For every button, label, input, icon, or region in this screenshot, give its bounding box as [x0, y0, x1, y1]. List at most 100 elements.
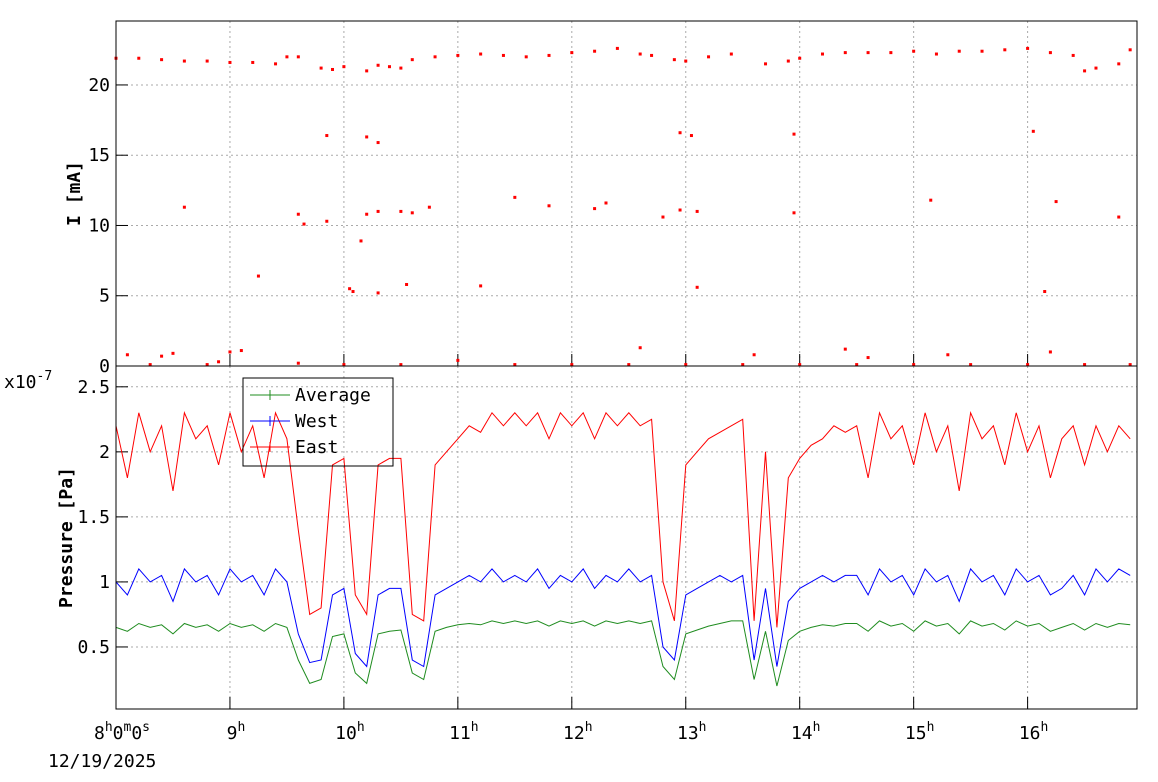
data-point	[889, 51, 893, 55]
legend-label: East	[295, 437, 338, 458]
data-point	[319, 66, 323, 70]
data-point	[1048, 350, 1052, 354]
data-point	[456, 358, 460, 362]
data-point	[405, 282, 409, 286]
data-point	[661, 215, 665, 219]
y-exponent-label: x10-7	[4, 369, 52, 393]
x-tick-label: 10h	[335, 720, 365, 744]
x-tick-label: 8h0m0s	[94, 720, 150, 744]
data-point	[513, 195, 517, 199]
data-point	[296, 212, 300, 216]
data-point	[672, 58, 676, 62]
data-point	[1054, 200, 1058, 204]
y-tick-label: 2.5	[77, 377, 110, 398]
data-point	[969, 363, 973, 367]
data-point	[820, 52, 824, 56]
data-point	[410, 211, 414, 215]
data-point	[399, 209, 403, 213]
data-point	[256, 274, 260, 278]
data-point	[217, 360, 221, 364]
x-tick-label: 11h	[449, 720, 479, 744]
data-point	[980, 49, 984, 53]
data-point	[399, 363, 403, 367]
data-point	[593, 207, 597, 211]
data-point	[1026, 363, 1030, 367]
x-tick-label: 13h	[677, 720, 707, 744]
data-point	[798, 56, 802, 60]
data-point	[866, 51, 870, 55]
data-point	[843, 51, 847, 55]
data-point	[547, 204, 551, 208]
data-point	[684, 59, 688, 63]
data-point	[1031, 129, 1035, 133]
data-point	[1117, 215, 1121, 219]
data-point	[376, 209, 380, 213]
data-point	[171, 351, 175, 355]
data-point	[1026, 46, 1030, 50]
data-point	[342, 363, 346, 367]
data-point	[695, 209, 699, 213]
data-point	[1117, 62, 1121, 66]
data-point	[1003, 48, 1007, 52]
y-tick-label: 10	[88, 215, 110, 236]
data-point	[1128, 363, 1132, 367]
data-point	[296, 361, 300, 365]
data-point	[296, 55, 300, 59]
data-point	[125, 353, 129, 357]
data-point	[1043, 290, 1047, 294]
data-point	[160, 58, 164, 62]
data-point	[205, 59, 209, 63]
data-point	[855, 363, 859, 367]
data-point	[1071, 53, 1075, 57]
data-point	[513, 363, 517, 367]
data-point	[912, 49, 916, 53]
y-tick-label: 20	[88, 75, 110, 96]
data-point	[946, 353, 950, 357]
data-point	[695, 285, 699, 289]
data-point	[678, 208, 682, 212]
data-point	[433, 55, 437, 59]
data-point	[929, 198, 933, 202]
data-point	[274, 62, 278, 66]
data-point	[479, 52, 483, 56]
data-point	[182, 59, 186, 63]
data-point	[501, 53, 505, 57]
data-point	[348, 287, 352, 291]
data-point	[912, 363, 916, 367]
data-point	[182, 205, 186, 209]
x-tick-label: 9h	[227, 720, 246, 744]
data-point	[678, 131, 682, 135]
legend-box	[242, 377, 394, 467]
data-point	[638, 52, 642, 56]
data-point	[239, 349, 243, 353]
data-point	[684, 363, 688, 367]
x-tick-label: 14h	[791, 720, 821, 744]
data-point	[1083, 69, 1087, 73]
data-point	[934, 52, 938, 56]
data-point	[729, 52, 733, 56]
data-point	[843, 347, 847, 351]
data-point	[1128, 48, 1132, 52]
data-point	[285, 55, 289, 59]
data-point	[1083, 363, 1087, 367]
data-point	[325, 134, 329, 138]
data-point	[627, 363, 631, 367]
data-point	[351, 290, 355, 294]
y-tick-label: 0	[99, 356, 110, 377]
data-point	[764, 62, 768, 66]
data-point	[570, 363, 574, 367]
data-point	[689, 134, 693, 138]
series-line	[115, 620, 1131, 687]
data-point	[410, 58, 414, 62]
data-point	[752, 353, 756, 357]
data-point	[786, 59, 790, 63]
data-point	[792, 132, 796, 136]
data-point	[1094, 66, 1098, 70]
y-axis-title: Pressure [Pa]	[56, 467, 77, 608]
y-tick-label: 0.5	[77, 637, 110, 658]
data-point	[427, 205, 431, 209]
y-tick-label: 1.5	[77, 507, 110, 528]
date-label: 12/19/2025	[48, 751, 156, 772]
data-point	[365, 135, 369, 139]
x-tick-label: 16h	[1019, 720, 1049, 744]
